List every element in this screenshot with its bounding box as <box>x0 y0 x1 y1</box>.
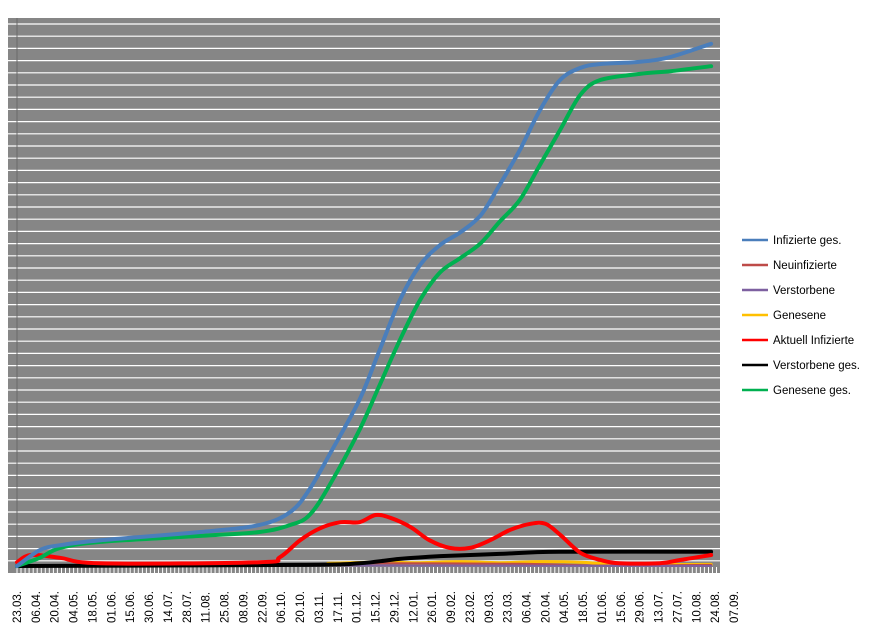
x-tick-label: 30.06. <box>144 591 156 623</box>
x-tick-label: 28.07. <box>182 591 194 623</box>
legend-label: Verstorbene <box>773 285 835 297</box>
x-tick-label: 14.07. <box>163 591 175 623</box>
series-line-genesene-ges <box>15 64 714 568</box>
x-tick-label: 20.10. <box>295 591 307 623</box>
x-tick-label: 07.09. <box>729 591 741 623</box>
x-tick-label: 23.03. <box>12 591 24 623</box>
x-tick-label: 08.09. <box>238 591 250 623</box>
series-line-verstorbene-ges <box>15 549 714 568</box>
x-tick-label: 18.05. <box>88 591 100 623</box>
x-tick-label: 12.01. <box>408 591 420 623</box>
legend-label: Neuinfizierte <box>773 260 837 272</box>
x-tick-label: 01.12. <box>352 591 364 623</box>
legend-label: Aktuell Infizierte <box>773 335 854 347</box>
x-tick-label: 09.02. <box>446 591 458 623</box>
x-tick-label: 01.06. <box>597 591 609 623</box>
x-tick-label: 09.03. <box>484 591 496 623</box>
legend: Infizierte ges. Neuinfizierte Verstorbene G… <box>742 235 860 397</box>
x-tick-label: 06.10. <box>276 591 288 623</box>
legend-entry: Verstorbene <box>742 285 835 297</box>
x-axis-labels: 23.03. 06.04. 20.04. 04.05. 18.05. 01.06. 15.0… <box>12 591 741 623</box>
legend-entry: Infizierte ges. <box>742 235 841 247</box>
x-tick-label: 06.04. <box>31 591 43 623</box>
x-tick-label: 04.05. <box>69 591 81 623</box>
x-tick-label: 04.05. <box>559 591 571 623</box>
series-line-infizierte-ges <box>15 41 714 568</box>
x-tick-label: 23.02. <box>465 591 477 623</box>
legend-label: Verstorbene ges. <box>773 360 860 372</box>
legend-label: Genesene <box>773 310 826 322</box>
x-tick-label: 18.05. <box>578 591 590 623</box>
x-tick-label: 22.09. <box>257 591 269 623</box>
legend-label: Genesene ges. <box>773 385 851 397</box>
x-tick-label: 17.11. <box>333 592 345 623</box>
x-tick-label: 20.04. <box>540 591 552 623</box>
x-tick-label: 27.07. <box>673 591 685 623</box>
x-tick-label: 23.03. <box>503 591 515 623</box>
legend-entry: Aktuell Infizierte <box>742 335 854 347</box>
x-axis-ticks <box>16 567 734 573</box>
series-line-aktuell-infizierte <box>15 512 714 566</box>
x-tick-label: 15.06. <box>616 591 628 623</box>
x-tick-label: 20.04. <box>50 591 62 623</box>
legend-entry: Neuinfizierte <box>742 260 837 272</box>
x-tick-label: 29.12. <box>389 591 401 623</box>
x-tick-label: 11.08. <box>201 592 213 623</box>
x-tick-label: 24.08. <box>710 591 722 623</box>
x-tick-label: 25.08. <box>220 591 232 623</box>
x-tick-label: 03.11. <box>314 592 326 623</box>
x-tick-label: 01.06. <box>106 591 118 623</box>
series-lines <box>15 41 714 568</box>
x-tick-label: 10.08. <box>691 591 703 623</box>
x-tick-label: 06.04. <box>522 591 534 623</box>
x-tick-label: 15.06. <box>125 591 137 623</box>
x-tick-label: 29.06. <box>635 591 647 623</box>
legend-entry: Verstorbene ges. <box>742 360 860 372</box>
gridlines <box>8 23 720 562</box>
plot-area <box>8 18 720 573</box>
x-tick-label: 13.07. <box>654 591 666 623</box>
x-tick-label: 26.01. <box>427 591 439 623</box>
legend-label: Infizierte ges. <box>773 235 841 247</box>
legend-entry: Genesene <box>742 310 826 322</box>
legend-entry: Genesene ges. <box>742 385 851 397</box>
x-tick-label: 15.12. <box>371 591 383 623</box>
